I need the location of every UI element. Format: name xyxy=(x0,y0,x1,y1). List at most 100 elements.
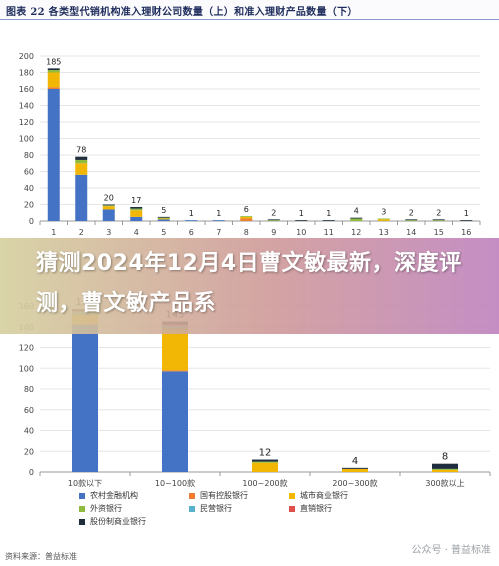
bar-segment xyxy=(350,217,363,219)
bar-segment xyxy=(432,468,458,470)
bar-segment xyxy=(157,219,170,221)
x-tick-label: 5 xyxy=(161,228,166,237)
y-tick-label: 0 xyxy=(29,217,34,226)
bar-segment xyxy=(432,219,445,221)
bar-segment xyxy=(460,220,473,221)
total-label: 2 xyxy=(271,208,276,217)
bar-segment xyxy=(72,324,98,472)
total-label: 1 xyxy=(299,209,304,218)
y-tick-label: 180 xyxy=(19,69,34,78)
bar-segment xyxy=(405,220,418,221)
bar-segment xyxy=(185,220,198,221)
bar-segment xyxy=(350,218,363,221)
source-note: 资料来源：普益标准 xyxy=(5,552,77,561)
bar-segment xyxy=(47,70,60,73)
bar-segment xyxy=(47,72,60,88)
total-label: 2 xyxy=(409,208,414,217)
total-label: 20 xyxy=(104,194,114,203)
y-tick-label: 20 xyxy=(24,447,34,456)
bar-segment xyxy=(240,218,253,221)
bar-segment xyxy=(75,163,88,175)
legend-label: 农村金融机构 xyxy=(90,491,138,500)
bar-segment xyxy=(130,210,143,217)
total-label: 6 xyxy=(244,205,249,214)
legend-label: 国有控股银行 xyxy=(200,491,248,500)
bar-segment xyxy=(47,89,60,221)
y-tick-label: 140 xyxy=(19,102,34,111)
legend-swatch xyxy=(79,505,85,512)
total-label: 4 xyxy=(354,207,359,216)
x-tick-label: 200~300款 xyxy=(332,478,377,488)
y-tick-label: 200 xyxy=(19,52,34,61)
bar-segment xyxy=(75,156,88,160)
total-label: 1 xyxy=(326,209,331,218)
bar-segment xyxy=(432,220,445,221)
bar-segment xyxy=(162,371,188,472)
bar-segment xyxy=(75,174,88,221)
legend-swatch xyxy=(189,505,195,512)
total-label: 1 xyxy=(216,209,221,218)
x-tick-label: 3 xyxy=(106,228,111,237)
figure-title: 图表 22 各类型代销机构准入理财公司数量（上）和准入理财产品数量（下） xyxy=(6,7,358,18)
total-label: 17 xyxy=(131,196,141,205)
x-tick-label: 14 xyxy=(406,228,416,237)
legend-swatch xyxy=(189,492,195,499)
legend-label: 民营银行 xyxy=(200,504,232,513)
total-label: 5 xyxy=(161,206,166,215)
bar-segment xyxy=(157,217,170,219)
bar-segment xyxy=(162,370,188,372)
legend-item: 外资银行 xyxy=(79,503,122,514)
bar-segment xyxy=(252,459,278,462)
bar-segment xyxy=(47,87,60,89)
x-tick-label: 7 xyxy=(216,228,221,237)
legend-swatch xyxy=(79,492,85,499)
legend-item: 城市商业银行 xyxy=(289,490,348,501)
total-label: 8 xyxy=(442,452,448,463)
legend-item: 股份制商业银行 xyxy=(79,516,146,527)
legend-label: 外资银行 xyxy=(90,504,122,513)
y-tick-label: 60 xyxy=(24,168,34,177)
bar-segment xyxy=(405,219,418,221)
legend-item: 国有控股银行 xyxy=(189,490,248,501)
total-label: 185 xyxy=(46,57,61,66)
y-tick-label: 120 xyxy=(19,344,34,353)
total-label: 1 xyxy=(189,209,194,218)
bar-segment xyxy=(377,218,390,220)
legend-label: 城市商业银行 xyxy=(300,491,348,500)
total-label: 2 xyxy=(436,208,441,217)
bar-segment xyxy=(342,468,368,472)
y-tick-label: 160 xyxy=(19,85,34,94)
x-tick-label: 16 xyxy=(461,228,471,237)
bar-segment xyxy=(432,463,458,469)
total-label: 12 xyxy=(259,448,272,459)
bar-segment xyxy=(130,206,143,209)
y-tick-label: 40 xyxy=(24,184,34,193)
y-tick-label: 100 xyxy=(19,135,34,144)
bar-segment xyxy=(102,205,115,207)
legend-swatch xyxy=(289,492,295,499)
bar-segment xyxy=(377,219,390,221)
y-tick-label: 60 xyxy=(24,406,34,415)
y-tick-label: 20 xyxy=(24,201,34,210)
legend-label: 直销银行 xyxy=(300,504,332,513)
y-tick-label: 40 xyxy=(24,427,34,436)
bar-segment xyxy=(342,467,368,469)
bar-segment xyxy=(432,469,458,472)
bar-segment xyxy=(102,206,115,210)
banner-text: 猜测2024年12月4日曹文敏最新，深度评测，曹文敏产品系 xyxy=(36,251,462,316)
bar-segment xyxy=(157,216,170,218)
x-tick-label: 1 xyxy=(51,228,56,237)
y-tick-label: 80 xyxy=(24,385,34,394)
bar-segment xyxy=(240,216,253,219)
bar-segment xyxy=(162,330,188,371)
x-tick-label: 8 xyxy=(244,228,249,237)
total-label: 4 xyxy=(352,456,358,467)
bar-segment xyxy=(240,216,253,217)
bar-segment xyxy=(157,218,170,220)
bar-segment xyxy=(102,209,115,221)
y-tick-label: 80 xyxy=(24,151,34,160)
x-tick-label: 4 xyxy=(134,228,139,237)
figure-header: 图表 22 各类型代销机构准入理财公司数量（上）和准入理财产品数量（下） xyxy=(0,0,499,20)
x-tick-label: 9 xyxy=(271,228,276,237)
legend-item: 农村金融机构 xyxy=(79,490,138,501)
